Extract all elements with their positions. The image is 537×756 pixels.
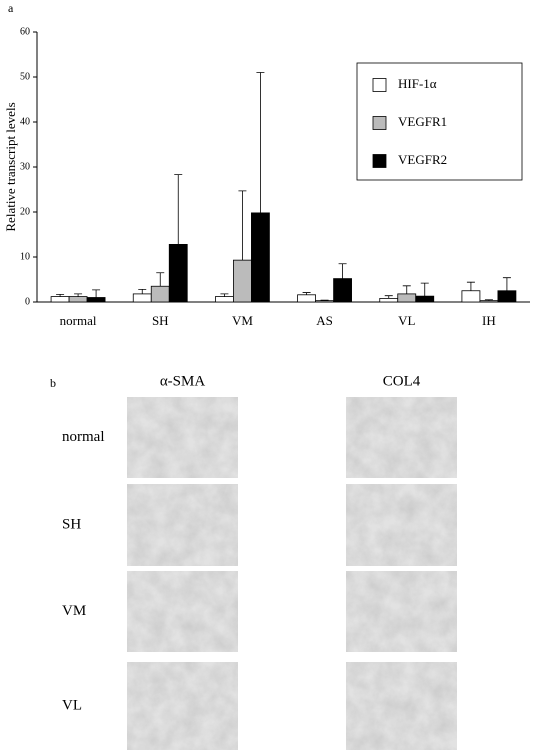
legend-label: VEGFR1 (398, 114, 447, 129)
y-tick-label: 40 (20, 116, 30, 127)
bar (50, 296, 70, 303)
row-label: SH (62, 516, 81, 532)
bar (297, 294, 316, 303)
y-tick-label: 50 (20, 71, 30, 82)
x-tick-label: normal (60, 313, 97, 328)
y-axis-label: Relative transcript levels (3, 102, 18, 231)
error-bar (256, 72, 265, 213)
error-bar (502, 277, 511, 291)
bar (379, 297, 399, 303)
bar (251, 212, 270, 303)
error-bar (466, 281, 475, 291)
x-tick-label: IH (482, 313, 496, 328)
legend-label: VEGFR2 (398, 152, 447, 167)
y-tick-label: 0 (25, 296, 30, 307)
x-tick-label: AS (316, 313, 333, 328)
bar (132, 293, 152, 303)
bar (415, 295, 435, 303)
legend-swatch (372, 116, 387, 130)
bar (86, 297, 106, 303)
error-bar (56, 293, 65, 297)
x-tick-label: VL (398, 313, 415, 328)
error-bar (92, 289, 101, 298)
micrograph-texture (127, 571, 238, 652)
micrograph-texture (346, 571, 457, 652)
y-tick-label: 30 (20, 161, 30, 172)
legend-swatch (372, 154, 387, 168)
error-bar (174, 174, 183, 245)
error-bar (238, 190, 247, 261)
error-bar (420, 282, 429, 297)
bar (397, 293, 417, 303)
bar (233, 259, 252, 303)
error-bar (138, 289, 147, 294)
micrograph-texture (127, 484, 238, 566)
column-header: COL4 (383, 373, 421, 389)
bar (333, 278, 352, 303)
y-tick-label: 10 (20, 251, 30, 262)
error-bar (156, 272, 165, 287)
micrograph-texture (346, 662, 457, 750)
error-bar (338, 263, 347, 279)
error-bar (384, 295, 393, 299)
row-label: normal (62, 429, 105, 445)
micrograph-texture (127, 662, 238, 750)
row-label: VM (62, 603, 86, 619)
error-bar (402, 285, 411, 294)
micrograph-texture (346, 397, 457, 478)
error-bar (74, 293, 83, 297)
bar (168, 243, 188, 303)
x-tick-label: SH (152, 313, 169, 328)
x-tick-label: VM (232, 313, 253, 328)
bar (215, 296, 234, 303)
panel-label: b (50, 376, 56, 390)
error-bar (484, 299, 493, 301)
bar (150, 285, 170, 303)
micrograph-texture (346, 484, 457, 566)
bar (461, 290, 481, 303)
error-bar (220, 293, 229, 297)
legend-swatch (372, 78, 387, 92)
y-tick-label: 20 (20, 206, 30, 217)
column-header: α-SMA (160, 373, 206, 389)
y-tick-label: 60 (20, 26, 30, 37)
micrograph-texture (127, 397, 238, 478)
legend-label: HIF-1α (398, 76, 437, 91)
bar (68, 296, 88, 303)
bar (479, 300, 499, 303)
panel-label: a (8, 1, 14, 15)
bar (315, 300, 334, 303)
error-bar (302, 292, 311, 295)
bar (497, 290, 517, 303)
row-label: VL (62, 697, 82, 713)
